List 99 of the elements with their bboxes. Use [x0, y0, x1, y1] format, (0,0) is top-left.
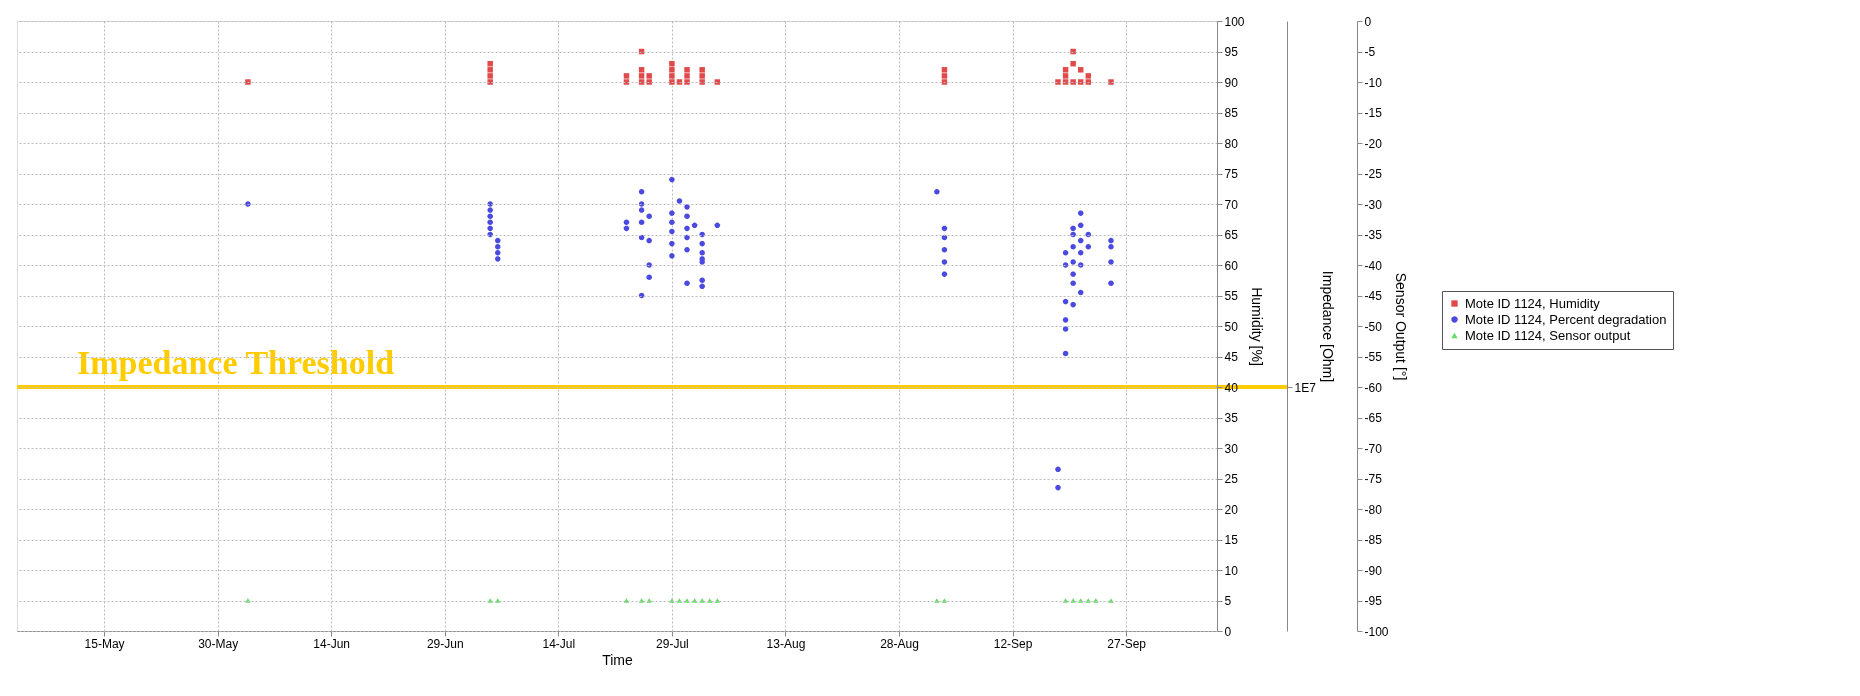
- x-tick-label: 27-Sep: [1107, 636, 1147, 651]
- point: [487, 79, 493, 85]
- y-tick-label: 30: [1224, 441, 1239, 456]
- point: [1055, 79, 1061, 85]
- y2-tick-label: -85: [1364, 533, 1383, 547]
- y2-tick-label: -5: [1364, 45, 1376, 59]
- point: [623, 79, 630, 85]
- point: [1070, 48, 1076, 55]
- point: [699, 79, 705, 85]
- point: [714, 79, 721, 85]
- text: 1E7: [1294, 380, 1317, 395]
- y-tick-label: 5: [1224, 594, 1232, 608]
- y2-tick-label: -10: [1364, 75, 1383, 90]
- legend-label: Mote ID 1124, Sensor output: [1465, 327, 1631, 343]
- point: [699, 67, 705, 73]
- point: [1085, 79, 1092, 85]
- y2-tick-label: -30: [1364, 197, 1383, 212]
- y2-tick-label: -65: [1364, 411, 1383, 425]
- y-tick-label: 50: [1224, 319, 1239, 334]
- y-tick-label: 60: [1224, 258, 1239, 273]
- point: [646, 79, 652, 85]
- y2-tick-label: -45: [1364, 289, 1383, 303]
- y-tick-label: 15: [1224, 533, 1239, 547]
- point: [684, 73, 690, 79]
- y-tick-label: 20: [1224, 502, 1239, 517]
- y-tick-label: 75: [1224, 167, 1239, 181]
- y2-tick-label: -40: [1364, 258, 1383, 273]
- point: [669, 60, 675, 67]
- point: [638, 79, 645, 85]
- x-tick-label: 13-Aug: [766, 636, 806, 651]
- point: [941, 79, 948, 85]
- y2-tick-label: -50: [1364, 319, 1383, 334]
- x-tick-label: 14-Jun: [313, 636, 351, 651]
- point: [487, 67, 493, 73]
- point: [941, 67, 948, 73]
- point: [1077, 67, 1084, 73]
- point: [676, 79, 683, 85]
- y-tick-label: 25: [1224, 472, 1239, 486]
- y-tick-label: 35: [1224, 411, 1239, 425]
- x-tick-label: 29-Jul: [656, 636, 689, 651]
- y-tick-label: 45: [1224, 350, 1239, 364]
- point: [1062, 73, 1069, 79]
- legend-label: Mote ID 1124, Humidity: [1465, 295, 1601, 311]
- x-tick-label: 28-Aug: [880, 636, 919, 651]
- y2-tick-label: -80: [1364, 502, 1383, 517]
- y2-tick-label: -95: [1364, 594, 1383, 608]
- point: [638, 73, 645, 79]
- y-axis-title: Humidity [%]: [1248, 287, 1265, 366]
- y-tick-label: 100: [1224, 14, 1245, 29]
- y2-tick-label: -35: [1364, 228, 1383, 242]
- y-tick-label: 0: [1224, 624, 1232, 639]
- point: [1077, 79, 1084, 85]
- y2-tick-label: -100: [1364, 624, 1389, 639]
- y2-tick-label: -15: [1364, 106, 1383, 120]
- point: [487, 73, 493, 79]
- point: [623, 73, 630, 79]
- y-tick-label: 55: [1224, 289, 1239, 303]
- y-tick-label: 65: [1224, 228, 1239, 242]
- y2-tick-label: -25: [1364, 167, 1383, 181]
- point: [684, 67, 690, 73]
- x-tick-label: 14-Jul: [542, 636, 576, 651]
- point: [638, 67, 645, 73]
- y2-tick-label: -55: [1364, 350, 1383, 364]
- x-tick-label: 15-May: [84, 636, 125, 651]
- point: [699, 73, 705, 79]
- y-tick-label: 80: [1224, 136, 1239, 151]
- y2-tick-label: -75: [1364, 472, 1383, 486]
- ref-line-label: Impedance Threshold: [77, 344, 395, 381]
- point: [941, 73, 948, 79]
- y2-axis-title: Sensor Output [°]: [1392, 272, 1409, 381]
- point: [684, 79, 690, 85]
- x-axis-title: Time: [602, 651, 634, 668]
- x-tick-label: 30-May: [198, 636, 239, 651]
- point: [245, 79, 251, 85]
- y-tick-label: 70: [1224, 197, 1239, 212]
- point: [1062, 67, 1069, 73]
- point: [669, 79, 675, 85]
- legend-label: Mote ID 1124, Percent degradation: [1465, 311, 1667, 327]
- point: [1062, 79, 1069, 85]
- point: [1085, 73, 1092, 79]
- y2-tick-label: 0: [1364, 14, 1372, 29]
- point: [669, 73, 675, 79]
- point: [1070, 60, 1076, 67]
- point: [669, 67, 675, 73]
- y2-tick-label: -20: [1364, 136, 1383, 151]
- point: [646, 73, 652, 79]
- y2-tick-label: -70: [1364, 441, 1383, 456]
- point: [487, 60, 493, 67]
- point: [1108, 79, 1114, 85]
- y-tick-label: 95: [1224, 45, 1239, 59]
- x-tick-label: 29-Jun: [426, 636, 464, 651]
- y-tick-label: 10: [1224, 563, 1239, 578]
- y3-axis-title: Impedance [Ohm]: [1319, 270, 1336, 383]
- y-tick-label: 90: [1224, 75, 1239, 90]
- point: [1070, 79, 1076, 85]
- x-tick-label: 12-Sep: [993, 636, 1033, 651]
- y2-tick-label: -90: [1364, 563, 1383, 578]
- y2-tick-label: -60: [1364, 380, 1383, 395]
- y-tick-label: 85: [1224, 106, 1239, 120]
